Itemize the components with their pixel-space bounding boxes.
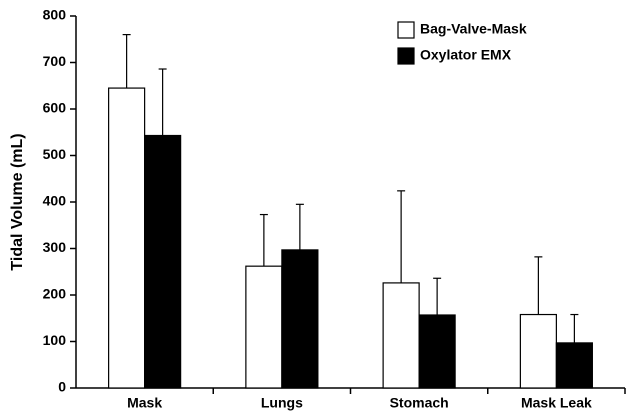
- y-axis-label: Tidal Volume (mL): [9, 133, 26, 270]
- y-tick-label: 100: [43, 332, 67, 348]
- y-tick-label: 300: [43, 239, 67, 255]
- bar: [519, 313, 557, 389]
- y-tick-label: 800: [43, 7, 67, 23]
- legend-swatch: [397, 47, 415, 65]
- y-tick-label: 200: [43, 286, 67, 302]
- x-tick-label: Lungs: [261, 395, 303, 411]
- bar: [281, 249, 319, 389]
- bar: [382, 282, 420, 389]
- x-tick-label: Stomach: [390, 395, 449, 411]
- bar: [144, 134, 182, 389]
- bar: [108, 87, 146, 389]
- legend-label: Oxylator EMX: [420, 47, 512, 63]
- bar: [555, 342, 593, 389]
- y-tick-label: 0: [58, 379, 66, 395]
- y-tick-label: 600: [43, 100, 67, 116]
- x-tick-label: Mask: [127, 395, 162, 411]
- bar: [245, 265, 283, 389]
- y-tick-label: 400: [43, 193, 67, 209]
- y-tick-label: 500: [43, 146, 67, 162]
- x-tick-label: Mask Leak: [521, 395, 592, 411]
- legend-swatch: [397, 21, 415, 39]
- y-tick-label: 700: [43, 53, 67, 69]
- legend-label: Bag-Valve-Mask: [420, 21, 527, 37]
- bar: [418, 314, 456, 389]
